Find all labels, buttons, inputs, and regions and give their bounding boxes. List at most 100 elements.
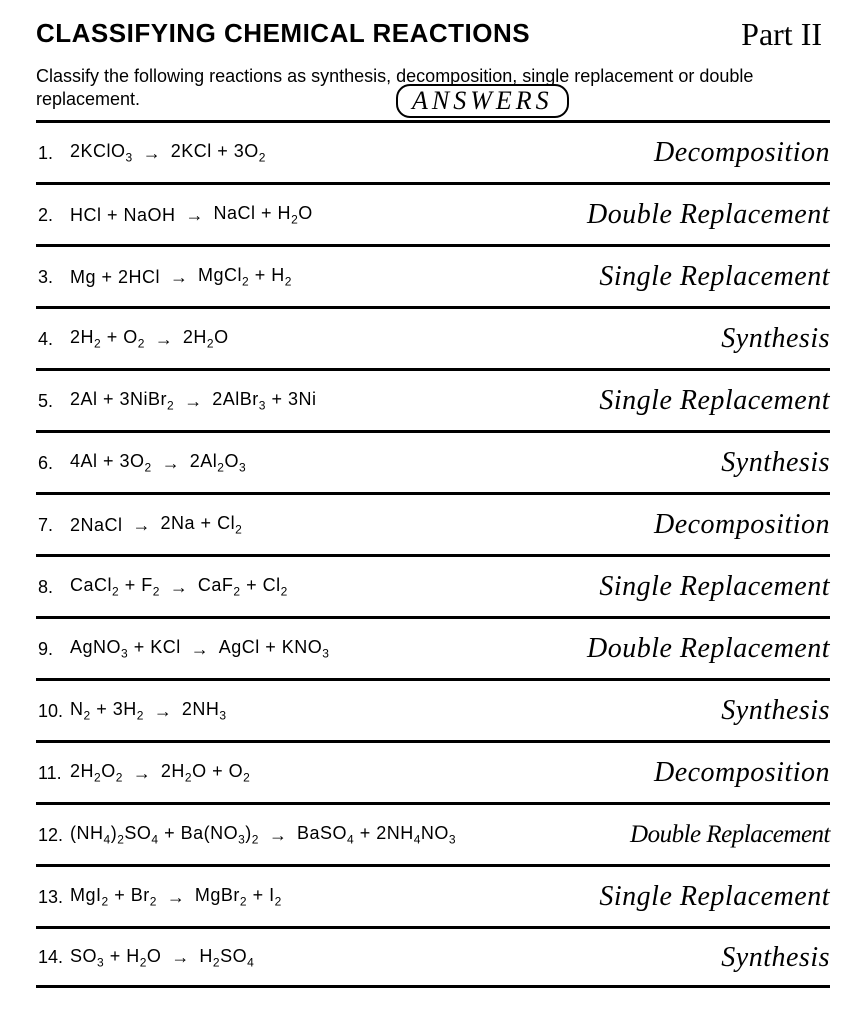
arrow-icon: → bbox=[191, 639, 209, 660]
equation: CaCl2 + F2 → CaF2 + Cl2 bbox=[70, 575, 450, 599]
equation-lhs: 4Al + 3O2 bbox=[70, 451, 152, 475]
reaction-row: 7.2NaCl → 2Na + Cl2 Decomposition bbox=[36, 492, 830, 554]
row-number: 9. bbox=[38, 639, 70, 660]
row-number: 2. bbox=[38, 205, 70, 226]
part-label: Part II bbox=[741, 16, 822, 53]
row-number: 7. bbox=[38, 515, 70, 536]
row-number: 11. bbox=[38, 763, 70, 784]
equation-rhs: MgBr2 + I2 bbox=[195, 885, 282, 909]
worksheet-title: CLASSIFYING CHEMICAL REACTIONS bbox=[36, 18, 530, 49]
reaction-row: 3.Mg + 2HCl → MgCl2 + H2 Single Replacement bbox=[36, 244, 830, 306]
equation: 2NaCl → 2Na + Cl2 bbox=[70, 513, 450, 537]
reaction-row: 5.2Al + 3NiBr2 → 2AlBr3 + 3Ni Single Replac… bbox=[36, 368, 830, 430]
handwritten-answer: Single Replacement bbox=[583, 261, 830, 293]
reaction-row: 2.HCl + NaOH→NaCl + H2ODouble Replacemen… bbox=[36, 182, 830, 244]
handwritten-answer: Synthesis bbox=[705, 323, 830, 355]
arrow-icon: → bbox=[162, 453, 180, 474]
arrow-icon: → bbox=[184, 391, 202, 412]
handwritten-answer: Double Replacement bbox=[614, 821, 830, 849]
equation-lhs: 2H2 + O2 bbox=[70, 327, 145, 351]
row-number: 6. bbox=[38, 453, 70, 474]
row-number: 5. bbox=[38, 391, 70, 412]
equation-rhs: 2KCl + 3O2 bbox=[171, 141, 266, 165]
arrow-icon: → bbox=[143, 143, 161, 164]
reaction-row: 11.2H2O2 → 2H2O + O2 Decomposition bbox=[36, 740, 830, 802]
equation-lhs: SO3 + H2O bbox=[70, 946, 161, 970]
equation: MgI2 + Br2 → MgBr2 + I2 bbox=[70, 885, 450, 909]
handwritten-answer: Decomposition bbox=[638, 137, 830, 169]
arrow-icon: → bbox=[133, 763, 151, 784]
reaction-row: 14.SO3 + H2O → H2SO4 Synthesis bbox=[36, 926, 830, 988]
equation: Mg + 2HCl → MgCl2 + H2 bbox=[70, 265, 450, 289]
handwritten-answer: Decomposition bbox=[638, 757, 830, 789]
answers-tag: ANSWERS bbox=[396, 84, 569, 118]
equation-rhs: 2Na + Cl2 bbox=[161, 513, 243, 537]
equation-rhs: H2SO4 bbox=[199, 946, 254, 970]
equation-lhs: 2Al + 3NiBr2 bbox=[70, 389, 174, 413]
reaction-row: 6.4Al + 3O2 → 2Al2O3 Synthesis bbox=[36, 430, 830, 492]
handwritten-answer: Single Replacement bbox=[583, 385, 830, 417]
reaction-row: 9.AgNO3 + KCl→AgCl + KNO3Double Replacem… bbox=[36, 616, 830, 678]
arrow-icon: → bbox=[171, 947, 189, 968]
arrow-icon: → bbox=[167, 887, 185, 908]
equation: 2H2 + O2 → 2H2O bbox=[70, 327, 450, 351]
equation: SO3 + H2O → H2SO4 bbox=[70, 946, 450, 970]
handwritten-answer: Synthesis bbox=[705, 942, 830, 974]
equation-lhs: 2KClO3 bbox=[70, 141, 133, 165]
arrow-icon: → bbox=[155, 329, 173, 350]
equation-rhs: 2H2O + O2 bbox=[161, 761, 250, 785]
equation-lhs: HCl + NaOH bbox=[70, 205, 176, 226]
row-number: 1. bbox=[38, 143, 70, 164]
arrow-icon: → bbox=[170, 577, 188, 598]
row-number: 8. bbox=[38, 577, 70, 598]
arrow-icon: → bbox=[133, 515, 151, 536]
equation: 2KClO3 → 2KCl + 3O2 bbox=[70, 141, 450, 165]
arrow-icon: → bbox=[269, 825, 287, 846]
equation: 2H2O2 → 2H2O + O2 bbox=[70, 761, 450, 785]
handwritten-answer: Synthesis bbox=[705, 695, 830, 727]
equation-rhs: AgCl + KNO3 bbox=[219, 637, 330, 661]
reaction-row: 4.2H2 + O2 → 2H2O Synthesis bbox=[36, 306, 830, 368]
row-number: 14. bbox=[38, 947, 70, 968]
equation: N2 + 3H2 → 2NH3 bbox=[70, 699, 450, 723]
equation: (NH4)2SO4 + Ba(NO3)2 → BaSO4 + 2NH4NO3 bbox=[70, 823, 456, 847]
row-number: 13. bbox=[38, 887, 70, 908]
handwritten-answer: Single Replacement bbox=[583, 881, 830, 913]
handwritten-answer: Synthesis bbox=[705, 447, 830, 479]
equation-rhs: CaF2 + Cl2 bbox=[198, 575, 288, 599]
equation-rhs: MgCl2 + H2 bbox=[198, 265, 292, 289]
row-number: 4. bbox=[38, 329, 70, 350]
reaction-row: 10.N2 + 3H2 → 2NH3 Synthesis bbox=[36, 678, 830, 740]
handwritten-answer: Single Replacement bbox=[583, 571, 830, 603]
equation-lhs: (NH4)2SO4 + Ba(NO3)2 bbox=[70, 823, 259, 847]
equation-lhs: MgI2 + Br2 bbox=[70, 885, 157, 909]
equation-lhs: 2NaCl bbox=[70, 515, 123, 536]
handwritten-answer: Double Replacement bbox=[571, 199, 830, 231]
reaction-row: 12.(NH4)2SO4 + Ba(NO3)2 → BaSO4 + 2NH4NO3 D… bbox=[36, 802, 830, 864]
equation: 4Al + 3O2 → 2Al2O3 bbox=[70, 451, 450, 475]
handwritten-answer: Decomposition bbox=[638, 509, 830, 541]
arrow-icon: → bbox=[170, 267, 188, 288]
equation-lhs: Mg + 2HCl bbox=[70, 267, 160, 288]
equation-rhs: BaSO4 + 2NH4NO3 bbox=[297, 823, 456, 847]
arrow-icon: → bbox=[154, 701, 172, 722]
row-number: 12. bbox=[38, 825, 70, 846]
equation-rhs: 2Al2O3 bbox=[190, 451, 246, 475]
row-number: 10. bbox=[38, 701, 70, 722]
equation: AgNO3 + KCl→AgCl + KNO3 bbox=[70, 637, 450, 661]
equation-lhs: 2H2O2 bbox=[70, 761, 123, 785]
equation-rhs: 2AlBr3 + 3Ni bbox=[212, 389, 316, 413]
handwritten-answer: Double Replacement bbox=[571, 633, 830, 665]
equation-rhs: 2NH3 bbox=[182, 699, 227, 723]
reaction-row: 1.2KClO3 → 2KCl + 3O2 Decomposition bbox=[36, 120, 830, 182]
equation-lhs: CaCl2 + F2 bbox=[70, 575, 160, 599]
reaction-row: 13.MgI2 + Br2 → MgBr2 + I2 Single Replaceme… bbox=[36, 864, 830, 926]
equation: HCl + NaOH→NaCl + H2O bbox=[70, 203, 450, 227]
row-number: 3. bbox=[38, 267, 70, 288]
reaction-row: 8.CaCl2 + F2 → CaF2 + Cl2 Single Replacemen… bbox=[36, 554, 830, 616]
arrow-icon: → bbox=[186, 205, 204, 226]
equation: 2Al + 3NiBr2 → 2AlBr3 + 3Ni bbox=[70, 389, 450, 413]
equation-lhs: N2 + 3H2 bbox=[70, 699, 144, 723]
equation-rhs: 2H2O bbox=[183, 327, 229, 351]
reaction-list: 1.2KClO3 → 2KCl + 3O2 Decomposition 2.HCl + … bbox=[36, 120, 830, 988]
